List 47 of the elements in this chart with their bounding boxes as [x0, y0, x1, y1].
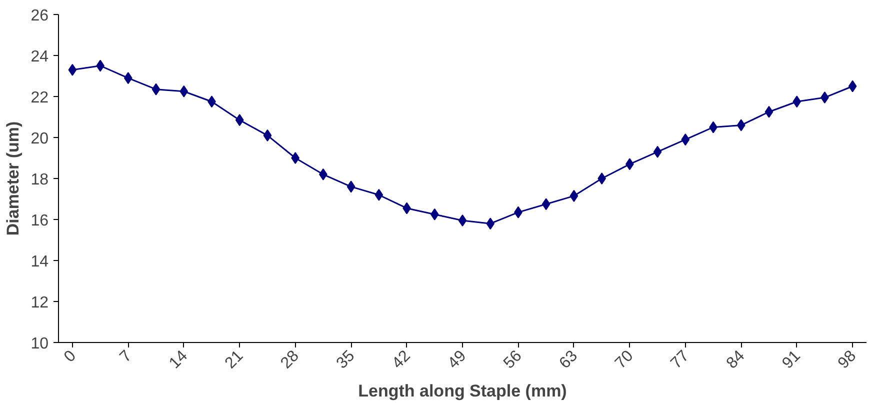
x-tick-label: 0 — [61, 347, 80, 366]
x-tick-label: 63 — [556, 347, 582, 372]
y-tick-label: 26 — [30, 8, 49, 24]
x-tick-label: 42 — [389, 347, 414, 372]
x-axis-title: Length along Staple (mm) — [358, 382, 567, 401]
point — [570, 190, 578, 202]
point — [346, 180, 356, 193]
point — [792, 96, 802, 108]
point — [430, 208, 439, 220]
x-tick-label: 35 — [334, 347, 358, 372]
point — [152, 83, 160, 96]
point — [235, 114, 244, 126]
x-tick-label: 7 — [116, 347, 136, 366]
y-tick-label: 24 — [30, 48, 49, 66]
x-tick-label: 28 — [278, 347, 302, 372]
x-tick-label: 84 — [724, 347, 748, 372]
y-axis-title: Diameter (um) — [4, 121, 23, 236]
point — [598, 172, 606, 184]
y-tick-label: 14 — [30, 254, 49, 270]
point — [374, 188, 384, 201]
y-tick-label: 22 — [30, 90, 49, 106]
point — [458, 214, 467, 227]
y-tick-label: 16 — [30, 212, 49, 230]
y-tick-label: 10 — [30, 336, 49, 352]
x-tick-label: 77 — [668, 347, 693, 372]
y-tick-label: 12 — [30, 294, 49, 312]
point — [486, 218, 495, 230]
y-tick-label: 20 — [30, 130, 49, 148]
x-tick-label: 91 — [779, 347, 804, 372]
point — [68, 64, 77, 76]
y-tick-label: 18 — [30, 172, 49, 188]
x-tick-label: 98 — [835, 347, 860, 372]
point — [681, 134, 690, 146]
point — [653, 146, 662, 158]
point — [124, 72, 132, 84]
point — [180, 85, 188, 98]
point — [291, 152, 300, 164]
point — [848, 80, 857, 92]
point — [764, 106, 774, 118]
x-tick-label: 56 — [500, 347, 526, 372]
point — [263, 129, 272, 142]
point — [542, 198, 550, 210]
point — [736, 119, 746, 132]
x-tick-label: 70 — [612, 347, 637, 372]
x-tick-label: 14 — [166, 347, 192, 372]
x-tick-label: 21 — [222, 347, 247, 372]
x-tick-label: 49 — [444, 347, 470, 372]
